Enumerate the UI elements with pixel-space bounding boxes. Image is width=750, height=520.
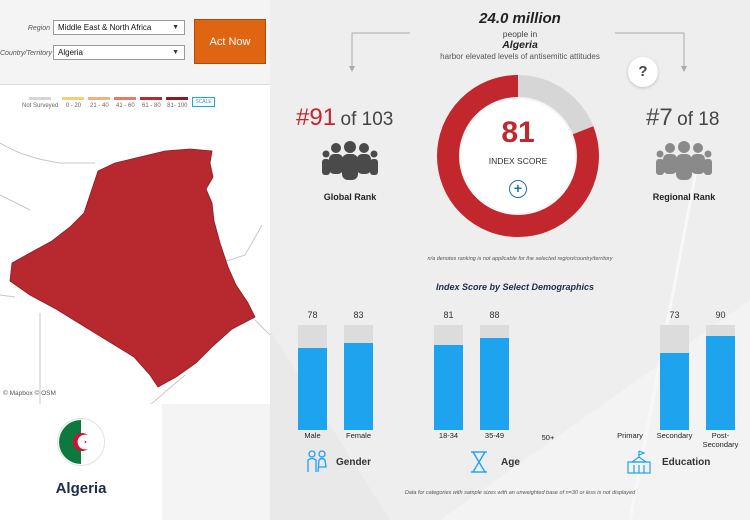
legend-swatch	[166, 97, 189, 100]
region-select[interactable]: Middle East & North Africa ▼	[53, 20, 185, 35]
bar-fill	[706, 335, 735, 430]
bar-value-label: 88	[489, 310, 500, 320]
demographics-title: Index Score by Select Demographics	[435, 282, 595, 292]
bar-category-label: Male	[304, 431, 321, 440]
people-group-icon	[656, 141, 712, 180]
expand-plus-button[interactable]: +	[509, 180, 527, 198]
legend-item: 21 - 40	[88, 97, 111, 109]
bar-value-label: 73	[669, 310, 680, 320]
legend-swatch	[88, 97, 111, 100]
na-note: n/a denotes ranking is not applicable fo…	[427, 256, 613, 262]
education-group-label: Education	[662, 457, 711, 468]
index-score-label: INDEX SCORE	[488, 156, 548, 166]
headline: 24.0 million people in Algeria harbor el…	[400, 10, 640, 61]
algeria-flag-icon	[57, 418, 105, 466]
bar-value-label: 78	[307, 310, 318, 320]
legend-item: 41 - 60	[114, 97, 137, 109]
bar-category-label: 50+	[541, 433, 555, 442]
chevron-down-icon: ▼	[172, 49, 179, 56]
map-legend: Not Surveyed 0 - 20 21 - 40 41 - 60 61 -…	[22, 97, 215, 109]
country-name: Algeria	[55, 480, 107, 497]
gender-bar-1[interactable]	[298, 325, 327, 430]
legend-swatch	[29, 97, 52, 100]
bar-fill	[660, 353, 689, 430]
legend-swatch	[140, 97, 163, 100]
global-rank: #91 of 103	[296, 104, 406, 132]
scale-toggle[interactable]: SCALE	[192, 97, 215, 107]
region-label: Region	[27, 25, 50, 32]
index-score-donut	[437, 75, 599, 237]
demographics-chart: 78 Male 83 Female 81 18-34 88 35-49 73 Secondary 9…	[270, 0, 750, 520]
country-select-value: Algeria	[58, 48, 83, 57]
bar-value-label: 90	[715, 310, 726, 320]
legend-item: 81- 100	[166, 97, 189, 109]
connector-lines	[349, 32, 687, 72]
headline-line1: people in	[502, 29, 538, 39]
legend-item: 61 - 80	[140, 97, 163, 109]
act-now-button[interactable]: Act Now	[194, 19, 266, 64]
education-bar-1[interactable]	[660, 325, 689, 430]
legend-swatch	[114, 97, 137, 100]
school-icon	[627, 450, 651, 474]
gender-bar-2[interactable]	[344, 325, 373, 430]
bar-category-label: 18-34	[438, 431, 459, 440]
bar-fill	[344, 342, 373, 430]
region-select-value: Middle East & North Africa	[58, 23, 152, 32]
map-svg	[0, 142, 270, 405]
education-bar-2[interactable]	[706, 325, 735, 430]
population-value: 24.0 million	[479, 10, 561, 27]
hourglass-icon	[471, 451, 487, 473]
right-panel: 24.0 million people in Algeria harbor el…	[270, 0, 750, 520]
help-icon[interactable]: ?	[628, 57, 658, 87]
people-group-icon	[322, 141, 378, 180]
bar-fill	[480, 337, 509, 430]
footnote: Data for categories with sample sizes wi…	[404, 490, 636, 496]
age-bar-2[interactable]	[480, 325, 509, 430]
bar-fill	[434, 344, 463, 430]
index-score-value: 81	[501, 116, 535, 149]
global-rank-total: of 103	[340, 109, 394, 130]
bar-category-label: Post- Secondary	[702, 431, 739, 449]
bar-category-label: Secondary	[656, 431, 693, 440]
donut-score-arc	[437, 75, 599, 237]
bar-category-label: 35-49	[484, 431, 505, 440]
country-select[interactable]: Algeria ▼	[53, 45, 185, 60]
headline-line2: harbor elevated levels of antisemitic at…	[440, 52, 600, 61]
legend-swatch	[62, 97, 85, 100]
left-panel: Region Middle East & North Africa ▼ Coun…	[0, 0, 270, 520]
regional-rank-value: #7	[646, 104, 673, 131]
chevron-down-icon: ▼	[172, 24, 179, 31]
bar-value-label: 83	[353, 310, 364, 320]
bar-category-label: Primary	[617, 431, 643, 440]
headline-country: Algeria	[502, 39, 538, 51]
global-rank-label: Global Rank	[323, 192, 377, 202]
regional-rank: #7 of 18	[646, 104, 736, 132]
global-rank-value: #91	[296, 104, 337, 131]
age-group-label: Age	[501, 457, 520, 468]
map-attribution: © Mapbox © OSM	[3, 390, 56, 397]
map[interactable]: Not Surveyed 0 - 20 21 - 40 41 - 60 61 -…	[0, 84, 270, 405]
country-card: Algeria	[0, 404, 162, 520]
country-label: Country/Territory	[0, 50, 52, 57]
bar-fill	[298, 348, 327, 430]
neighbor-borders	[0, 142, 270, 405]
regional-rank-total: of 18	[677, 109, 720, 130]
bar-category-label: Female	[345, 431, 371, 440]
legend-item: Not Surveyed	[22, 97, 58, 109]
bar-value-label: 81	[443, 310, 454, 320]
algeria-shape[interactable]	[9, 148, 256, 388]
regional-rank-label: Regional Rank	[652, 192, 716, 202]
gender-icon	[307, 450, 327, 473]
gender-group-label: Gender	[336, 457, 372, 468]
legend-item: 0 - 20	[62, 97, 85, 109]
age-bar-1[interactable]	[434, 325, 463, 430]
